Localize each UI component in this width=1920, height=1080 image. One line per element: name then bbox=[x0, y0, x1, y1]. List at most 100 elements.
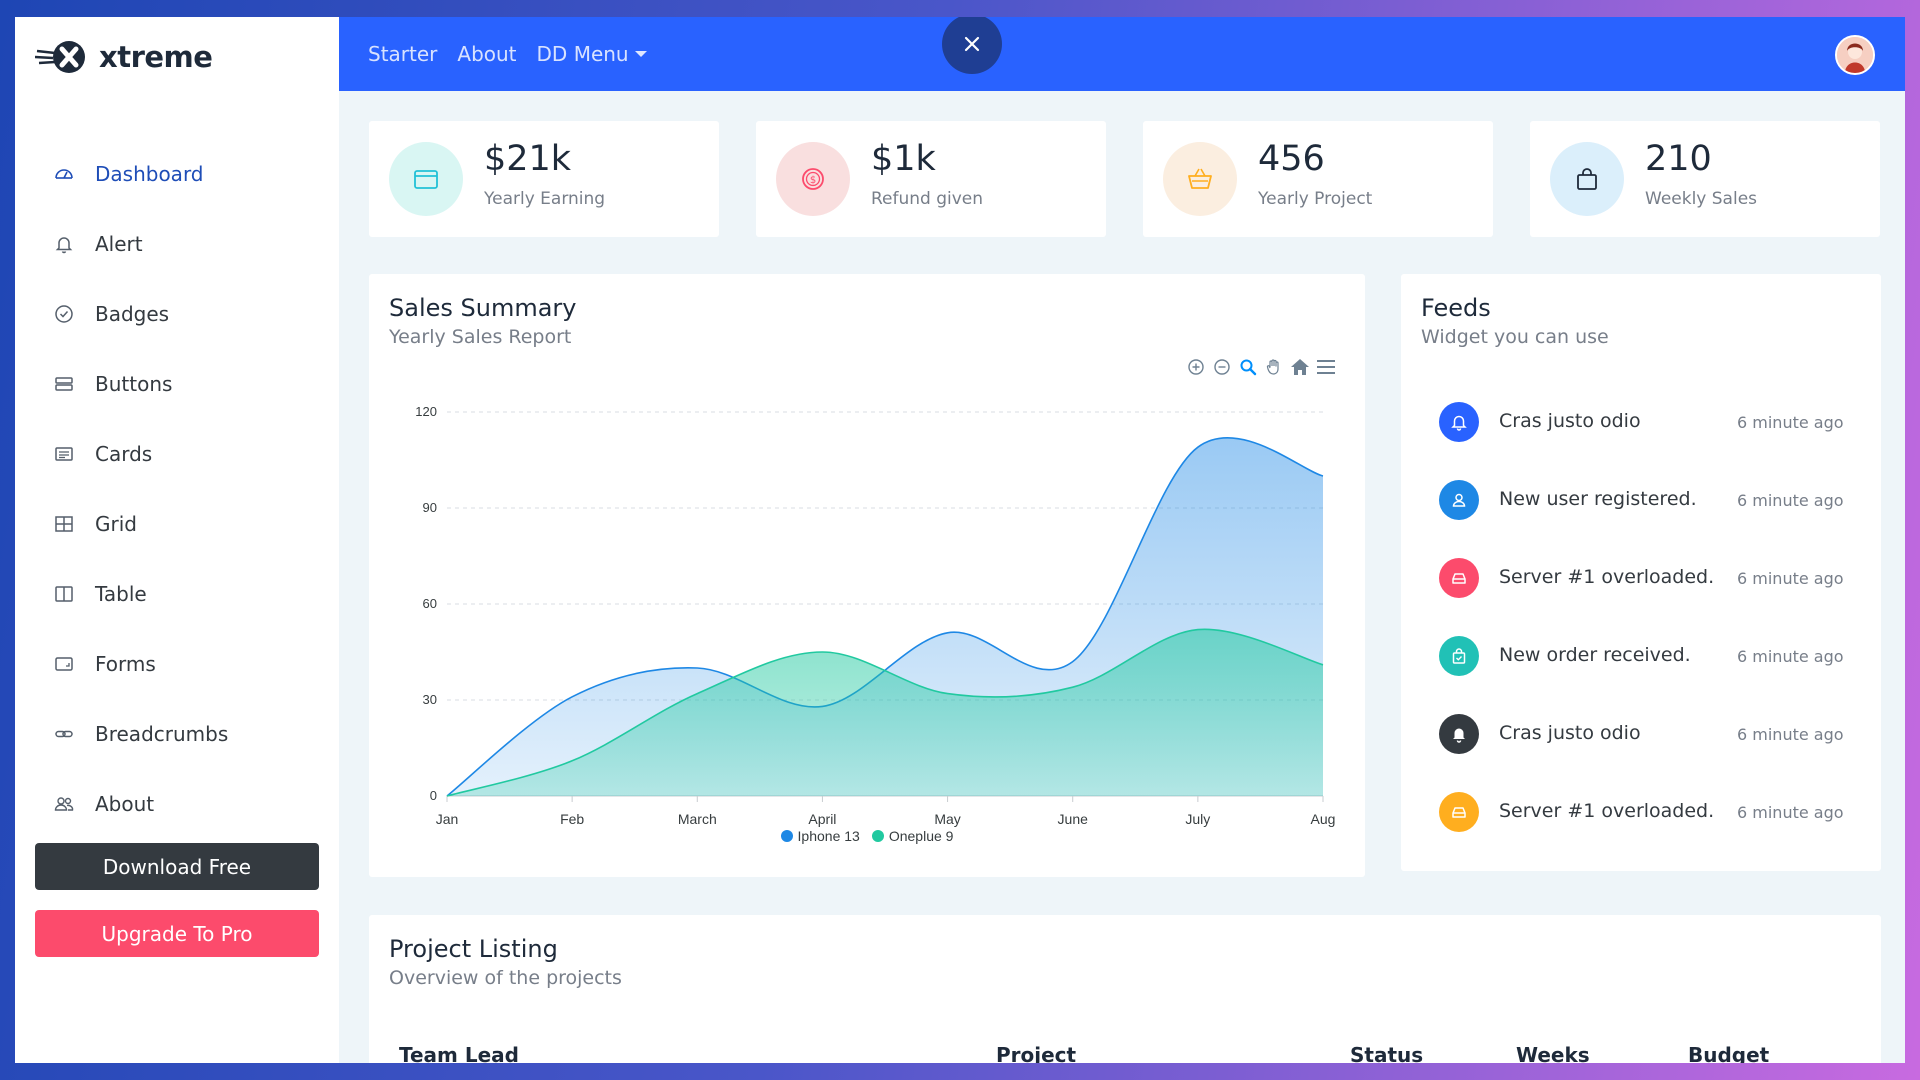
zoom-out-button[interactable] bbox=[1211, 356, 1233, 378]
top-nav: Starter About DD Menu bbox=[368, 17, 667, 91]
chart-menu-button[interactable] bbox=[1315, 356, 1337, 378]
card-text-icon bbox=[53, 443, 75, 465]
legend-label: Iphone 13 bbox=[797, 828, 860, 844]
feed-icon-badge bbox=[1439, 636, 1479, 676]
y-tick-label: 60 bbox=[423, 596, 437, 611]
feed-icon-badge bbox=[1439, 792, 1479, 832]
card-title: Feeds bbox=[1421, 294, 1491, 322]
stat-value: $21k bbox=[484, 139, 572, 179]
column-header-status[interactable]: Status bbox=[1350, 1043, 1424, 1063]
feed-icon-badge bbox=[1439, 558, 1479, 598]
x-tick-label: July bbox=[1185, 811, 1210, 827]
card-subtitle: Yearly Sales Report bbox=[389, 326, 572, 348]
y-tick-label: 0 bbox=[430, 788, 437, 803]
line-series-2 bbox=[446, 628, 1324, 797]
stat-icon-badge bbox=[1163, 142, 1237, 216]
column-header-project[interactable]: Project bbox=[996, 1043, 1077, 1063]
sidebar-item-about[interactable]: About bbox=[15, 769, 339, 839]
x-tick-label: June bbox=[1058, 811, 1089, 827]
legend-marker bbox=[780, 830, 793, 842]
feed-text: Server #1 overloaded. bbox=[1499, 800, 1715, 822]
feed-item[interactable]: Server #1 overloaded. 6 minute ago bbox=[1439, 792, 1844, 832]
bell-icon bbox=[1453, 728, 1465, 743]
caret-down-icon bbox=[634, 51, 647, 57]
hand-icon bbox=[1266, 359, 1279, 375]
feed-item[interactable]: Cras justo odio 6 minute ago bbox=[1439, 714, 1844, 754]
feed-time: 6 minute ago bbox=[1737, 647, 1844, 666]
sidebar-item-breadcrumbs[interactable]: Breadcrumbs bbox=[15, 699, 339, 769]
feed-time: 6 minute ago bbox=[1737, 569, 1844, 588]
stat-card-yearly-project: 456 Yearly Project bbox=[1143, 121, 1493, 237]
sidebar-item-label: Buttons bbox=[95, 372, 173, 396]
x-tick-label: Aug bbox=[1311, 811, 1336, 827]
home-icon bbox=[1291, 359, 1309, 375]
hamburger-icon bbox=[1317, 360, 1335, 374]
legend-item-iphone-13[interactable]: Iphone 13 bbox=[780, 828, 860, 844]
upgrade-to-pro-button[interactable]: Upgrade To Pro bbox=[35, 910, 319, 957]
speedometer-icon bbox=[53, 163, 75, 185]
column-header-budget[interactable]: Budget bbox=[1688, 1043, 1770, 1063]
feed-item[interactable]: Cras justo odio 6 minute ago bbox=[1439, 402, 1844, 442]
sidebar: xtreme Dashboard Alert Badges bbox=[15, 17, 339, 1063]
sidebar-item-label: Cards bbox=[95, 442, 153, 466]
legend-marker bbox=[871, 830, 884, 842]
user-avatar[interactable] bbox=[1835, 35, 1875, 75]
stat-value: 210 bbox=[1645, 139, 1712, 179]
brand-logo[interactable]: xtreme bbox=[35, 37, 213, 77]
sidebar-item-dashboard[interactable]: Dashboard bbox=[15, 139, 339, 209]
stat-icon-badge: $ bbox=[776, 142, 850, 216]
feed-icon-badge bbox=[1439, 402, 1479, 442]
stat-label: Yearly Project bbox=[1258, 189, 1373, 209]
stat-icon-badge bbox=[389, 142, 463, 216]
zoom-in-button[interactable] bbox=[1185, 356, 1207, 378]
wallet-icon bbox=[414, 170, 438, 189]
feed-item[interactable]: Server #1 overloaded. 6 minute ago bbox=[1439, 558, 1844, 598]
sidebar-item-alert[interactable]: Alert bbox=[15, 209, 339, 279]
sidebar-item-table[interactable]: Table bbox=[15, 559, 339, 629]
feeds-card: Feeds Widget you can use Cras justo odio… bbox=[1401, 274, 1881, 871]
reset-zoom-button[interactable] bbox=[1289, 356, 1311, 378]
card-title: Project Listing bbox=[389, 935, 558, 963]
nav-link-about[interactable]: About bbox=[457, 42, 517, 66]
pan-button[interactable] bbox=[1263, 356, 1285, 378]
x-tick-label: March bbox=[678, 811, 717, 827]
sidebar-item-label: Table bbox=[95, 582, 147, 606]
link-icon bbox=[53, 723, 75, 745]
sidebar-item-cards[interactable]: Cards bbox=[15, 419, 339, 489]
close-button[interactable] bbox=[942, 17, 1002, 74]
column-header-weeks[interactable]: Weeks bbox=[1516, 1043, 1590, 1063]
feed-time: 6 minute ago bbox=[1737, 803, 1844, 822]
feed-item[interactable]: New order received. 6 minute ago bbox=[1439, 636, 1844, 676]
sidebar-nav: Dashboard Alert Badges Buttons bbox=[15, 139, 339, 839]
sidebar-item-forms[interactable]: Forms bbox=[15, 629, 339, 699]
sales-area-chart[interactable]: 0 30 60 90 120 Jan Feb March April May June July Aug bbox=[369, 392, 1365, 852]
coin-icon: $ bbox=[802, 168, 824, 190]
sidebar-item-label: Alert bbox=[95, 232, 143, 256]
feed-icon-badge bbox=[1439, 714, 1479, 754]
dd-menu-dropdown[interactable]: DD Menu bbox=[537, 42, 647, 66]
sidebar-item-grid[interactable]: Grid bbox=[15, 489, 339, 559]
feed-text: Cras justo odio bbox=[1499, 410, 1641, 432]
nav-link-starter[interactable]: Starter bbox=[368, 42, 438, 66]
hdd-icon bbox=[1452, 807, 1466, 818]
zoom-select-button[interactable] bbox=[1237, 356, 1259, 378]
project-listing-card: Project Listing Overview of the projects… bbox=[369, 915, 1881, 1063]
legend-item-oneplue-9[interactable]: Oneplue 9 bbox=[871, 828, 954, 844]
column-header-team-lead[interactable]: Team Lead bbox=[399, 1043, 519, 1063]
sidebar-item-buttons[interactable]: Buttons bbox=[15, 349, 339, 419]
sidebar-item-badges[interactable]: Badges bbox=[15, 279, 339, 349]
brand-name: xtreme bbox=[99, 40, 213, 74]
feed-time: 6 minute ago bbox=[1737, 413, 1844, 432]
feed-item[interactable]: New user registered. 6 minute ago bbox=[1439, 480, 1844, 520]
stat-card-yearly-earning: $21k Yearly Earning bbox=[369, 121, 719, 237]
y-tick-label: 120 bbox=[415, 404, 437, 419]
feed-text: New user registered. bbox=[1499, 488, 1697, 510]
x-tick-label: Jan bbox=[436, 811, 459, 827]
download-free-button[interactable]: Download Free bbox=[35, 843, 319, 890]
feed-time: 6 minute ago bbox=[1737, 491, 1844, 510]
patch-check-icon bbox=[53, 303, 75, 325]
feed-text: Cras justo odio bbox=[1499, 722, 1641, 744]
legend-label: Oneplue 9 bbox=[888, 828, 954, 844]
sidebar-item-label: Dashboard bbox=[95, 162, 204, 186]
columns-icon bbox=[53, 513, 75, 535]
